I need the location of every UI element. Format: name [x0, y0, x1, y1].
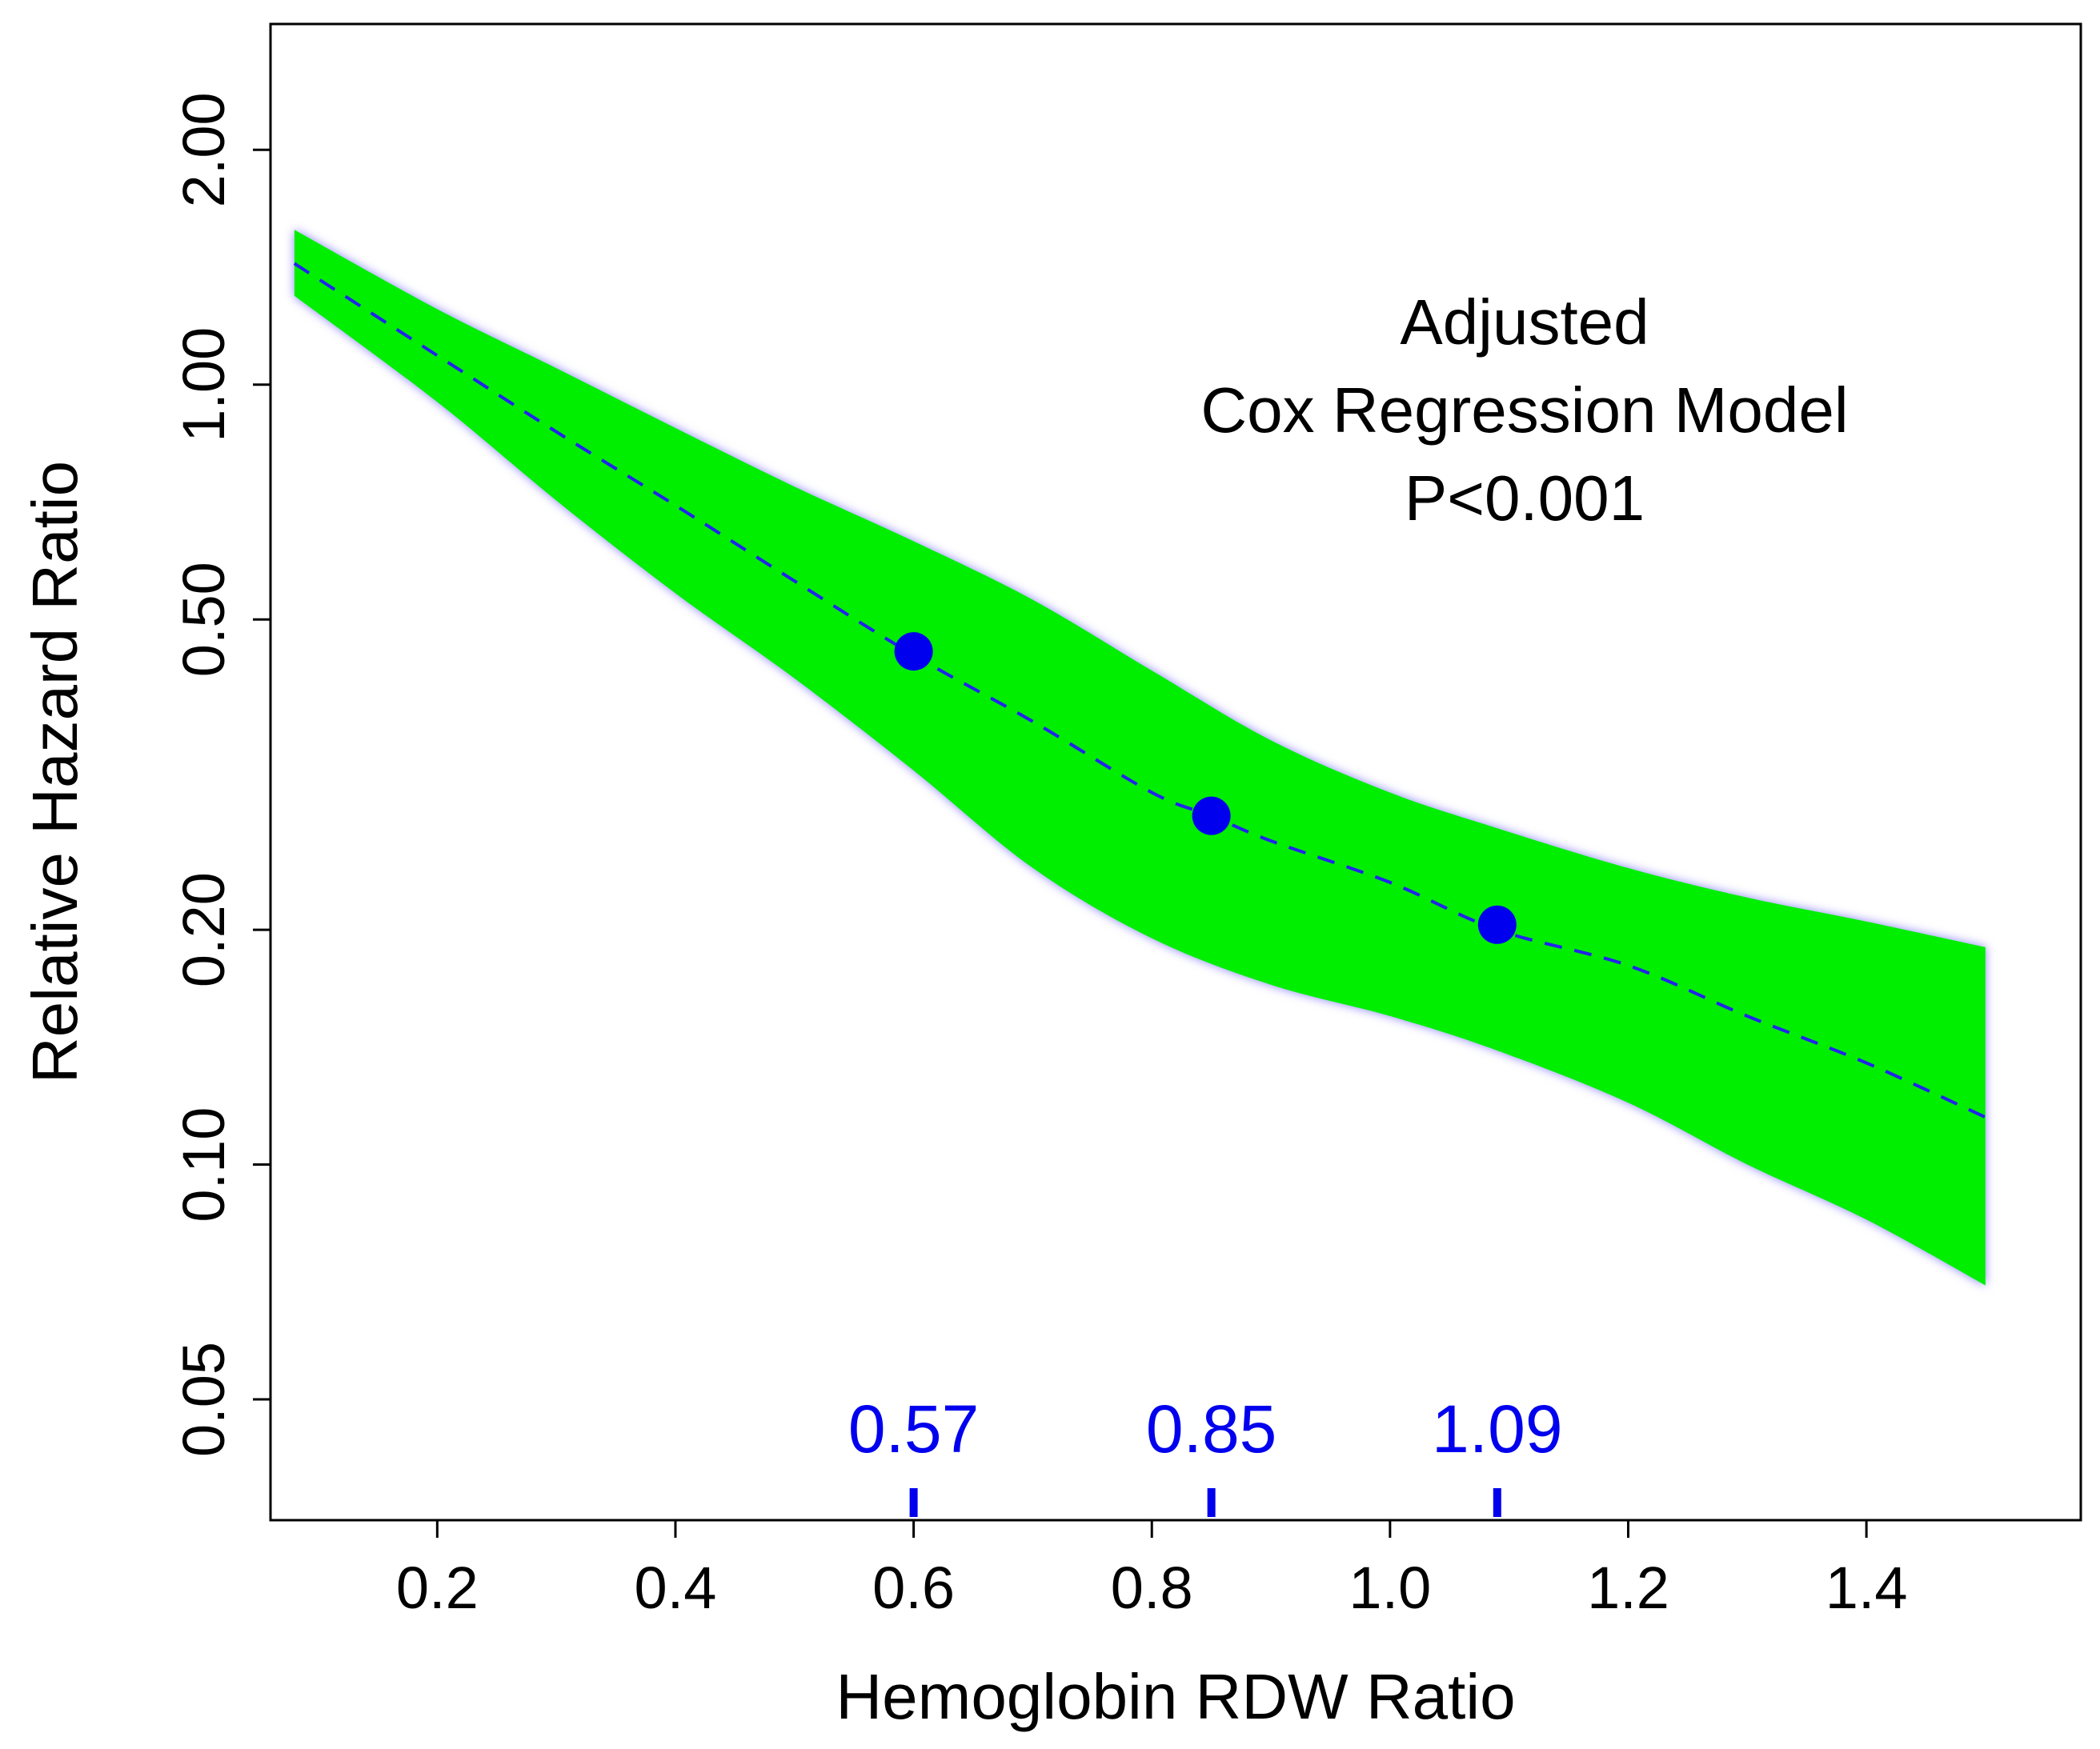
x-tick-label-7: 1.4	[1825, 1555, 1908, 1621]
y-tick-label-6: 2.00	[170, 92, 237, 207]
x-tick-label-6: 1.2	[1587, 1555, 1669, 1621]
x-tick-label-2: 0.4	[635, 1555, 717, 1621]
hazard-ratio-dashed-line	[293, 262, 1986, 1119]
y-tick-label-2: 0.10	[170, 1107, 237, 1223]
marker-label-1: 0.57	[848, 1391, 980, 1467]
reference-point-1	[894, 632, 933, 671]
x-tick-label-5: 1.0	[1349, 1555, 1431, 1621]
x-axis-title: Hemoglobin RDW Ratio	[836, 1661, 1515, 1732]
y-axis-title: Relative Hazard Ratio	[19, 461, 90, 1083]
reference-points	[894, 632, 1517, 944]
x-tick-label-1: 0.2	[396, 1555, 479, 1621]
marker-label-2: 0.85	[1146, 1391, 1277, 1467]
marker-label-3: 1.09	[1432, 1391, 1563, 1467]
model-annotation: Adjusted Cox Regression Model P<0.001	[1200, 286, 1848, 534]
y-tick-label-4: 0.50	[170, 562, 237, 677]
x-tick-label-4: 0.8	[1111, 1555, 1193, 1621]
y-tick-label-5: 1.00	[170, 327, 237, 442]
y-tick-label-3: 0.20	[170, 872, 237, 987]
reference-point-3	[1477, 905, 1517, 944]
rug-markers: 0.57 0.85 1.09	[848, 1391, 1563, 1517]
confidence-band	[294, 230, 1986, 1286]
plot-frame	[269, 22, 2082, 1522]
y-axis: 0.05 0.10 0.20 0.50 1.00 2.00	[170, 92, 271, 1457]
x-tick-label-3: 0.6	[872, 1555, 955, 1621]
annotation-line-1: Adjusted	[1400, 286, 1649, 358]
x-axis: 0.2 0.4 0.6 0.8 1.0 1.2 1.4	[396, 1520, 1908, 1621]
annotation-line-2: Cox Regression Model	[1200, 374, 1848, 446]
y-tick-label-1: 0.05	[170, 1342, 237, 1457]
reference-point-2	[1192, 796, 1231, 835]
annotation-line-3: P<0.001	[1405, 462, 1645, 534]
